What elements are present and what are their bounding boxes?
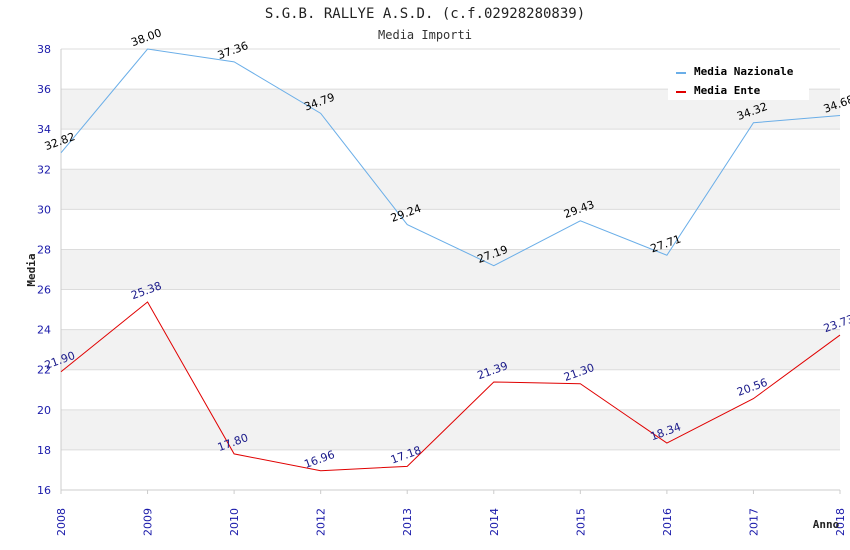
data-label: 16.96 xyxy=(302,448,336,471)
data-label: 37.36 xyxy=(216,39,250,62)
y-tick-label: 36 xyxy=(37,83,51,96)
data-label: 20.56 xyxy=(735,376,769,399)
y-tick-label: 32 xyxy=(37,163,51,176)
legend-box xyxy=(668,60,809,100)
y-axis-label: Media xyxy=(25,253,38,286)
x-tick-label: 2013 xyxy=(401,508,414,536)
x-tick-label: 2008 xyxy=(55,508,68,536)
x-tick-label: 2017 xyxy=(747,508,760,536)
x-tick-label: 2010 xyxy=(228,508,241,536)
y-tick-label: 26 xyxy=(37,284,51,297)
x-tick-label: 2009 xyxy=(142,508,155,536)
grid-band xyxy=(61,169,840,210)
y-tick-label: 22 xyxy=(37,364,51,377)
x-tick-label: 2012 xyxy=(315,508,328,536)
grid-band xyxy=(61,409,840,450)
series-line-media-nazionale xyxy=(60,48,841,267)
y-tick-label: 30 xyxy=(37,203,51,216)
chart-subtitle: Media Importi xyxy=(378,28,472,42)
x-axis-ticks: 2008 2009 2010 2012 2013 2014 2015 2016 2017 2018 xyxy=(55,508,847,536)
y-tick-label: 20 xyxy=(37,404,51,417)
y-tick-label: 28 xyxy=(37,243,51,256)
legend-label-media-nazionale: Media Nazionale xyxy=(694,65,794,78)
series-line-media-ente xyxy=(60,301,841,472)
legend: Media Nazionale Media Ente xyxy=(668,60,809,100)
x-tick-label: 2015 xyxy=(574,508,587,536)
x-tick-label: 2014 xyxy=(488,508,501,536)
y-tick-label: 34 xyxy=(37,123,51,136)
chart-title: S.G.B. RALLYE A.S.D. (c.f.02928280839) xyxy=(265,6,585,22)
grid-band xyxy=(61,249,840,290)
y-tick-label: 38 xyxy=(37,43,51,56)
x-tick-label: 2018 xyxy=(834,508,847,536)
legend-label-media-ente: Media Ente xyxy=(694,84,761,97)
x-axis-label: Anno xyxy=(813,518,840,531)
y-axis-ticks: 16 18 20 22 24 26 28 30 32 34 36 38 xyxy=(37,43,51,497)
y-tick-label: 18 xyxy=(37,444,51,457)
data-label: 38.00 xyxy=(129,26,163,49)
y-tick-label: 24 xyxy=(37,324,51,337)
grid-bands xyxy=(61,89,840,450)
series-lines xyxy=(60,48,841,472)
grid-band xyxy=(61,329,840,370)
x-tick-label: 2016 xyxy=(661,508,674,536)
y-tick-label: 16 xyxy=(37,484,51,497)
